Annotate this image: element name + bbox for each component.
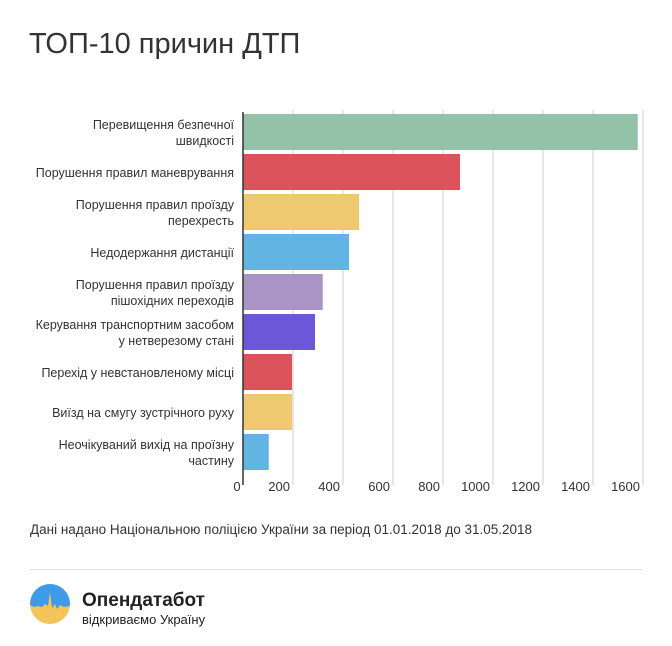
x-tick-label: 200 bbox=[268, 479, 290, 494]
x-tick-label: 600 bbox=[368, 479, 390, 494]
x-tick-label: 1400 bbox=[561, 479, 590, 494]
bar bbox=[243, 234, 349, 270]
bar bbox=[243, 434, 269, 470]
opendatabot-logo-icon bbox=[30, 584, 70, 624]
category-label: Перевищення безпечної bbox=[93, 118, 235, 132]
category-label: Неочікуваний вихід на проїзну bbox=[59, 438, 235, 452]
bar bbox=[243, 314, 315, 350]
source-note: Дані надано Національною поліцією Україн… bbox=[30, 522, 533, 537]
brand-tagline: відкриваємо Україну bbox=[82, 612, 206, 627]
category-label: Порушення правил маневрування bbox=[36, 166, 234, 180]
chart-title: ТОП-10 причин ДТП bbox=[29, 28, 301, 60]
bar-chart: 0 200 400 600 800 1000 1200 1400 1600 Перевищення… bbox=[36, 110, 644, 494]
bar bbox=[243, 394, 292, 430]
bar bbox=[243, 194, 359, 230]
category-label: перехресть bbox=[168, 214, 234, 228]
category-label: у нетверезому стані bbox=[119, 334, 234, 348]
x-tick-label: 1600 bbox=[611, 479, 640, 494]
x-tick-label: 800 bbox=[418, 479, 440, 494]
bar bbox=[243, 274, 323, 310]
category-label: швидкості bbox=[176, 134, 234, 148]
category-label: Порушення правил проїзду bbox=[76, 198, 235, 212]
category-label: частину bbox=[188, 454, 234, 468]
category-label: Перехід у невстановленому місці bbox=[41, 366, 234, 380]
x-tick-label: 1000 bbox=[461, 479, 490, 494]
category-label: Недодержання дистанції bbox=[90, 246, 234, 260]
x-tick-label: 0 bbox=[233, 479, 240, 494]
bar bbox=[243, 154, 460, 190]
category-label: Виїзд на смугу зустрічного руху bbox=[52, 406, 235, 420]
x-tick-label: 1200 bbox=[511, 479, 540, 494]
category-label: пішохідних переходів bbox=[111, 294, 235, 308]
category-label: Порушення правил проїзду bbox=[76, 278, 235, 292]
x-tick-label: 400 bbox=[318, 479, 340, 494]
bar bbox=[243, 114, 638, 150]
brand-name: Опендатабот bbox=[82, 590, 205, 611]
bar bbox=[243, 354, 292, 390]
category-label: Керування транспортним засобом bbox=[36, 318, 234, 332]
divider bbox=[30, 569, 642, 570]
